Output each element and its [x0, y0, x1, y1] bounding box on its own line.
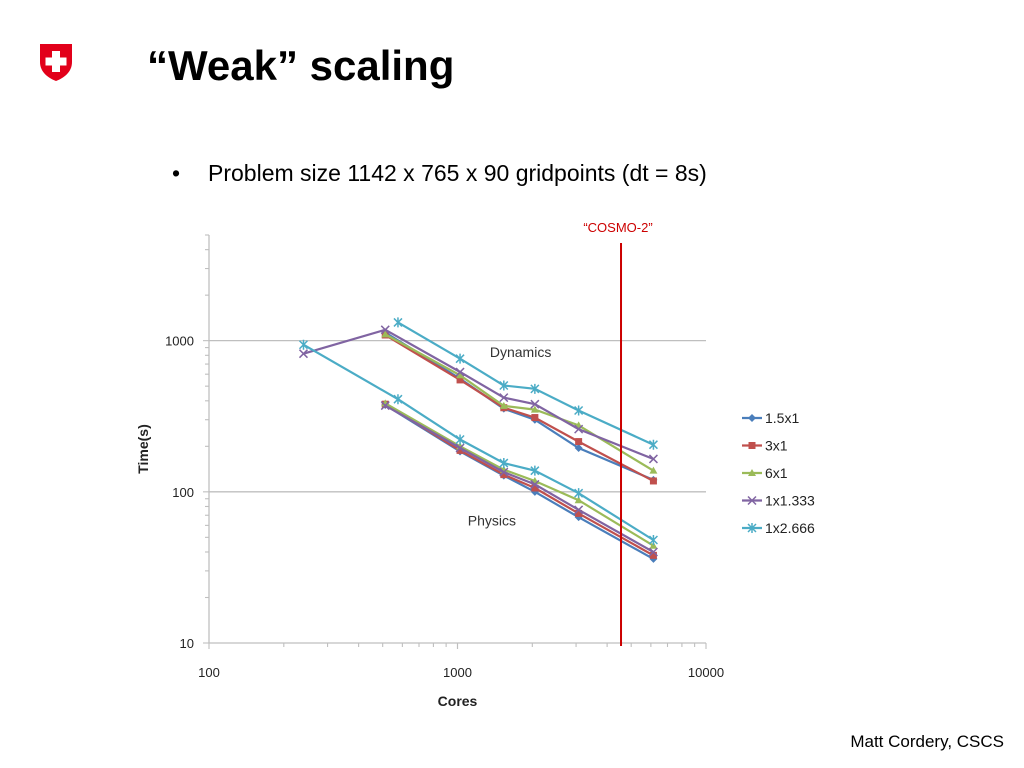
- legend-label-1x1-333: 1x1.333: [765, 493, 815, 509]
- data-point-3x1-dynamics: [456, 376, 464, 384]
- annotation-physics: Physics: [468, 512, 516, 528]
- cosmo2-label: “COSMO-2”: [583, 220, 652, 235]
- data-point-1x1-333-physics: [380, 401, 390, 411]
- data-point-1x2-666-dynamics: [393, 317, 403, 328]
- series-3x1-physics-line: [384, 403, 654, 557]
- data-point-3x1-physics: [649, 551, 657, 559]
- legend-marker-1x1-333: [747, 495, 757, 506]
- data-point-1x2-666-dynamics: [530, 383, 540, 394]
- data-point-3x1-physics: [456, 446, 464, 454]
- data-point-1x1-333-physics: [574, 505, 584, 515]
- series-6x1-physics-line: [384, 402, 654, 547]
- data-point-1x2-666-physics: [393, 394, 403, 405]
- data-point-1x1-333-dynamics: [648, 454, 658, 464]
- data-point-1x1-333-dynamics: [455, 367, 465, 377]
- data-point-1x2-666-physics: [499, 458, 509, 469]
- data-point-1x2-666-physics: [574, 488, 584, 499]
- data-point-1-5x1-dynamics: [574, 443, 583, 452]
- bullet-dot: •: [172, 160, 181, 186]
- legend-marker-6x1: [748, 469, 756, 476]
- data-point-1x1-333-dynamics: [499, 393, 509, 403]
- data-point-1x2-666-dynamics: [574, 405, 584, 416]
- legend-marker-1-5x1: [748, 414, 756, 422]
- data-point-6x1-physics: [574, 496, 583, 504]
- y-tick-label: 10: [180, 636, 194, 651]
- y-axis-title: Time(s): [135, 424, 151, 474]
- data-point-3x1-physics: [531, 484, 539, 492]
- legend-label-3x1: 3x1: [765, 438, 788, 454]
- data-point-6x1-dynamics: [499, 401, 508, 409]
- legend-marker-3x1: [748, 442, 756, 449]
- data-point-3x1-dynamics: [649, 477, 657, 485]
- data-point-1x1-333-dynamics: [530, 399, 540, 409]
- data-point-1x1-333-physics: [648, 547, 658, 557]
- y-tick-label: 1000: [165, 334, 194, 349]
- data-point-6x1-dynamics: [649, 466, 658, 474]
- data-point-3x1-physics: [500, 471, 508, 479]
- x-tick-label: 1000: [443, 665, 472, 680]
- annotation-dynamics: Dynamics: [490, 344, 551, 360]
- swiss-shield-logo: [40, 44, 72, 81]
- x-axis-title: Cores: [438, 693, 478, 709]
- slide-title: “Weak” scaling: [147, 42, 455, 89]
- data-point-1x2-666-dynamics: [455, 353, 465, 364]
- series-1-5x1-dynamics-line: [384, 331, 654, 481]
- series-3x1-dynamics-line: [384, 334, 654, 482]
- legend-label-6x1: 6x1: [765, 465, 788, 481]
- data-point-1x1-333-physics: [499, 467, 509, 477]
- data-point-1x2-666-physics: [648, 535, 658, 546]
- data-point-6x1-dynamics: [456, 371, 465, 379]
- data-point-3x1-physics: [575, 509, 583, 517]
- data-point-1x1-333-physics: [455, 443, 465, 453]
- data-point-1x1-333-dynamics: [574, 424, 584, 434]
- legend-label-1-5x1: 1.5x1: [765, 410, 799, 426]
- bullet-item: • Problem size 1142 x 765 x 90 gridpoints…: [172, 158, 707, 188]
- x-tick-label: 100: [198, 665, 220, 680]
- legend-label-1x2-666: 1x2.666: [765, 520, 815, 536]
- data-point-1x2-666-physics: [530, 465, 540, 476]
- data-point-1x2-666-physics: [455, 434, 465, 445]
- data-point-6x1-physics: [649, 541, 658, 549]
- series-1x2-666-physics-line: [302, 343, 654, 541]
- x-tick-label: 10000: [688, 665, 724, 680]
- data-point-1x1-333-physics: [530, 479, 540, 489]
- data-point-1x2-666-dynamics: [648, 439, 658, 450]
- data-point-1x1-333-dynamics: [298, 349, 309, 359]
- bullet-text: Problem size 1142 x 765 x 90 gridpoints …: [208, 160, 707, 186]
- series-1x2-666-dynamics-line: [397, 321, 654, 446]
- legend-marker-1x2-666: [747, 523, 757, 533]
- author-credit: Matt Cordery, CSCS: [850, 732, 1004, 751]
- data-point-3x1-dynamics: [531, 414, 539, 422]
- data-point-6x1-dynamics: [381, 330, 390, 338]
- y-tick-label: 100: [172, 485, 194, 500]
- data-point-3x1-dynamics: [575, 438, 583, 446]
- series-1x1-333-physics-line: [384, 404, 654, 553]
- data-point-1x2-666-dynamics: [499, 380, 509, 391]
- data-point-1x1-333-dynamics: [380, 325, 390, 335]
- data-point-1x2-666-physics: [298, 339, 309, 350]
- data-point-6x1-dynamics: [530, 405, 539, 413]
